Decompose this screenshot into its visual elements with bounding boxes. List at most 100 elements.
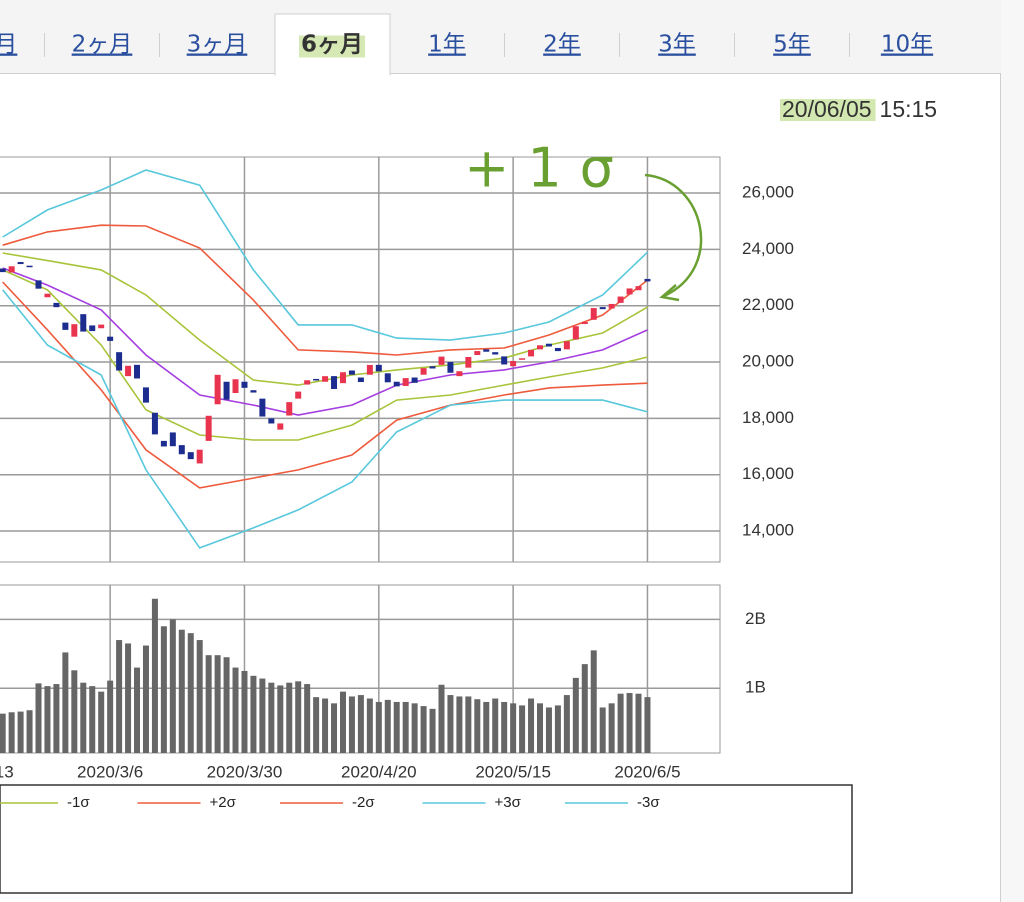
band-line xyxy=(2,224,648,356)
volume-bar xyxy=(178,629,185,753)
volume-bar xyxy=(62,652,69,753)
y-tick-label: 14,000 xyxy=(742,521,794,540)
tab[interactable]: 3ヶ月 xyxy=(187,32,248,58)
candle-body xyxy=(492,352,499,355)
legend-label: +3σ xyxy=(495,794,522,811)
volume-bar xyxy=(223,657,230,753)
candle-body xyxy=(384,373,391,383)
candle-body xyxy=(268,418,275,424)
volume-bar xyxy=(599,707,606,753)
volume-bar xyxy=(80,682,87,753)
volume-bar xyxy=(259,678,266,753)
candle-body xyxy=(89,325,96,332)
candle-body xyxy=(223,381,230,400)
volume-bar xyxy=(447,695,454,753)
x-tick-label: 2020/3/6 xyxy=(77,762,143,781)
volume-bar xyxy=(438,684,445,753)
tab[interactable]: 1ヶ月 xyxy=(0,32,17,58)
candle-body xyxy=(644,278,651,282)
price-marks xyxy=(0,169,651,549)
candle-body xyxy=(348,370,355,375)
candle-body xyxy=(537,345,543,350)
candle-body xyxy=(331,376,338,389)
volume-bar xyxy=(510,703,517,753)
volume-bar xyxy=(187,633,194,753)
volume-bar xyxy=(286,682,293,753)
volume-bar xyxy=(71,670,78,753)
volume-bar xyxy=(393,701,400,753)
candle-body xyxy=(483,349,490,352)
candle-body xyxy=(366,364,373,375)
annotation-arrow xyxy=(644,173,703,298)
candle-body xyxy=(62,322,69,330)
timestamp-time: 15:15 xyxy=(880,96,938,122)
candle-body xyxy=(44,293,51,298)
candle-body xyxy=(107,336,114,341)
candle-body xyxy=(98,324,105,329)
volume-bar xyxy=(134,667,141,753)
y-tick-label: 22,000 xyxy=(742,295,794,314)
candle-body xyxy=(554,347,561,352)
tab[interactable]: 2年 xyxy=(543,32,581,58)
volume-bar xyxy=(304,684,311,753)
candle-body xyxy=(429,366,436,369)
volume-bar xyxy=(348,696,355,753)
tab[interactable]: 1年 xyxy=(428,32,466,58)
volume-bar xyxy=(402,701,409,753)
timestamp-date: 20/06/05 xyxy=(782,96,872,122)
candle-body xyxy=(277,423,284,430)
volume-bar xyxy=(519,705,526,753)
tab-bar xyxy=(0,0,1003,74)
legend-label: -3σ xyxy=(637,794,660,811)
volume-bar xyxy=(456,696,463,753)
y-tick-label: 2B xyxy=(745,609,766,628)
candle-body xyxy=(572,326,579,340)
x-tick-label: 2020/6/5 xyxy=(614,762,680,781)
volume-bar xyxy=(537,703,543,753)
candle-body xyxy=(178,445,185,455)
tab[interactable]: 2ヶ月 xyxy=(72,32,133,58)
candle-body xyxy=(26,265,33,268)
volume-bar xyxy=(572,677,579,753)
candle-body xyxy=(581,322,588,325)
volume-bar xyxy=(590,650,597,753)
legend-label: -2σ xyxy=(352,794,375,811)
candle-body xyxy=(563,341,570,350)
x-tick-label: 2020/5/15 xyxy=(475,762,551,781)
volume-bar xyxy=(608,703,615,753)
candle-body xyxy=(322,376,329,382)
volume-bar xyxy=(89,686,96,753)
volume-bar xyxy=(581,664,588,753)
candle-body xyxy=(313,378,320,381)
candle-body xyxy=(71,324,78,337)
candle-body xyxy=(142,387,149,403)
legend-label: +2σ xyxy=(210,794,237,811)
volume-bar xyxy=(295,681,302,753)
volume-bar xyxy=(116,640,123,753)
volume-bar xyxy=(554,705,561,753)
volume-bar xyxy=(268,682,275,753)
tab[interactable]: 3年 xyxy=(658,32,696,58)
volume-bar xyxy=(322,698,329,753)
volume-bar xyxy=(331,703,338,753)
volume-bar xyxy=(313,697,320,753)
tab[interactable]: 10年 xyxy=(881,32,933,58)
volume-bar xyxy=(375,701,382,753)
volume-bar xyxy=(429,708,436,753)
annotation-text: +1σ xyxy=(464,137,632,200)
page-margin xyxy=(1001,0,1024,902)
volume-bar xyxy=(483,701,490,753)
candle-body xyxy=(447,362,454,373)
candle-body xyxy=(0,268,6,273)
y-tick-label: 18,000 xyxy=(742,408,794,427)
volume-bar xyxy=(35,683,42,753)
volume-bar xyxy=(241,671,248,753)
candle-body xyxy=(456,371,463,377)
candle-body xyxy=(635,286,642,291)
volume-bar xyxy=(528,698,535,753)
candle-body xyxy=(17,262,24,265)
candle-body xyxy=(599,307,606,310)
volume-bar xyxy=(635,693,642,753)
tab[interactable]: 5年 xyxy=(773,32,811,58)
candle-body xyxy=(160,440,167,447)
